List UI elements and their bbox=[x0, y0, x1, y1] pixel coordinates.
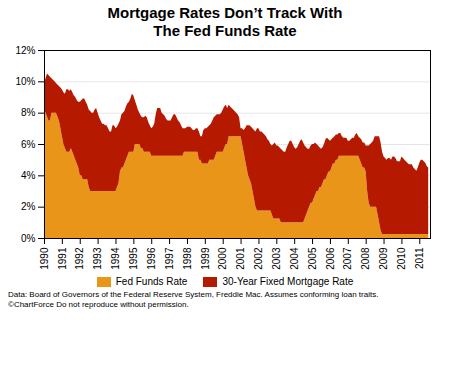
svg-text:2006: 2006 bbox=[325, 247, 336, 270]
svg-text:2009: 2009 bbox=[378, 247, 389, 270]
svg-text:2011: 2011 bbox=[414, 247, 425, 269]
html-text:Data: Board of Governors of th: Data: Board of Governors of the Federal … bbox=[8, 290, 379, 299]
svg-text:1997: 1997 bbox=[164, 247, 175, 270]
html-text:©ChartForce Do not reproduce w: ©ChartForce Do not reproduce without per… bbox=[8, 300, 189, 309]
svg-text:2008: 2008 bbox=[360, 247, 371, 270]
svg-text:2002: 2002 bbox=[253, 247, 264, 270]
svg-text:1990: 1990 bbox=[39, 247, 50, 270]
svg-text:1993: 1993 bbox=[92, 247, 103, 270]
svg-text:6%: 6% bbox=[21, 139, 36, 150]
svg-text:1999: 1999 bbox=[200, 247, 211, 270]
svg-text:2010: 2010 bbox=[396, 247, 407, 270]
svg-text:2%: 2% bbox=[21, 201, 36, 212]
svg-text:2007: 2007 bbox=[342, 247, 353, 270]
svg-text:1991: 1991 bbox=[57, 247, 68, 270]
svg-text:1995: 1995 bbox=[128, 247, 139, 270]
html-text:Mortgage Rates Don’t Track Wit: Mortgage Rates Don’t Track With The Fed … bbox=[107, 4, 343, 39]
svg-text:8%: 8% bbox=[21, 107, 36, 118]
svg-text:2001: 2001 bbox=[235, 247, 246, 270]
svg-text:2004: 2004 bbox=[289, 247, 300, 270]
svg-text:1994: 1994 bbox=[110, 247, 121, 270]
svg-text:4%: 4% bbox=[21, 170, 36, 181]
svg-text:2003: 2003 bbox=[271, 247, 282, 270]
svg-text:12%: 12% bbox=[15, 45, 35, 56]
svg-text:1998: 1998 bbox=[182, 247, 193, 270]
svg-text:2000: 2000 bbox=[217, 247, 228, 270]
svg-text:1992: 1992 bbox=[74, 247, 85, 270]
svg-text:0%: 0% bbox=[21, 233, 36, 244]
html-text:30-Year Fixed Mortgage Rate: 30-Year Fixed Mortgage Rate bbox=[222, 276, 354, 287]
svg-text:2005: 2005 bbox=[307, 247, 318, 270]
svg-text:10%: 10% bbox=[15, 76, 35, 87]
html-text:Fed Funds Rate: Fed Funds Rate bbox=[115, 276, 188, 287]
svg-text:1996: 1996 bbox=[146, 247, 157, 270]
